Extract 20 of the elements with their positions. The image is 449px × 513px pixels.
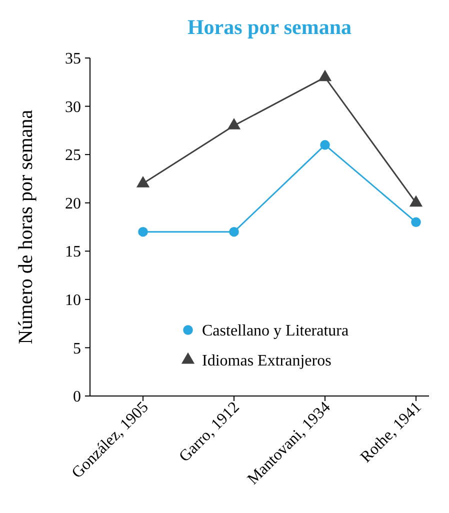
point bbox=[411, 217, 421, 228]
legend-label: Castellano y Literatura bbox=[202, 322, 349, 340]
legend-label: Idiomas Extranjeros bbox=[202, 352, 332, 370]
y-tick-label: 20 bbox=[65, 195, 81, 212]
y-tick-label: 10 bbox=[65, 292, 81, 310]
y-tick-label: 30 bbox=[65, 98, 81, 116]
point bbox=[136, 176, 150, 188]
y-tick-label: 35 bbox=[65, 50, 81, 68]
point bbox=[229, 226, 239, 237]
y-tick-label: 5 bbox=[73, 340, 81, 358]
chart-title: Horas por semana bbox=[187, 15, 352, 39]
y-axis-title: Número de horas por semana bbox=[15, 110, 37, 344]
point bbox=[409, 195, 423, 207]
point bbox=[138, 226, 148, 237]
y-tick-label: 0 bbox=[73, 388, 81, 406]
point bbox=[227, 118, 241, 130]
y-tick-label: 25 bbox=[65, 147, 81, 164]
point bbox=[318, 70, 332, 82]
y-tick-label: 15 bbox=[65, 244, 81, 261]
point bbox=[320, 140, 330, 150]
